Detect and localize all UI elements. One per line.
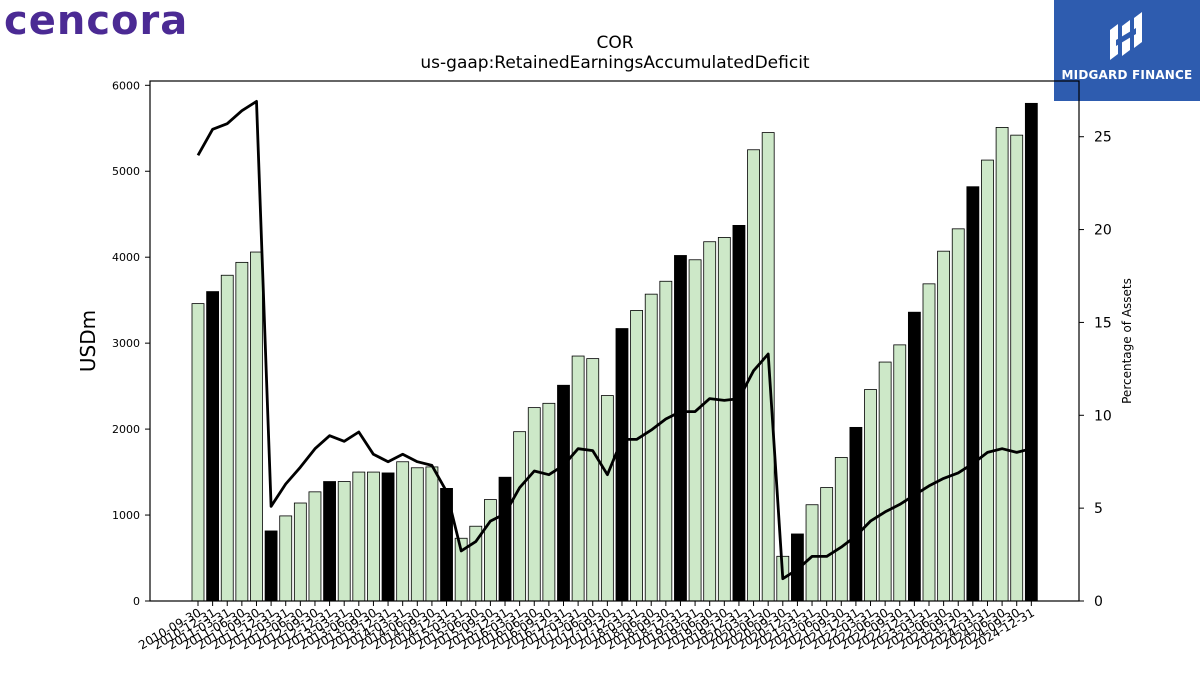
y-tick-label: 3000 (112, 337, 140, 350)
bar-2015-09-30 (483, 499, 497, 602)
bar-2024-09-30 (1010, 134, 1024, 602)
bar-2017-06-30 (586, 358, 600, 602)
bar-2017-03-31 (571, 355, 585, 602)
bar-2019-09-30 (717, 237, 731, 602)
bar-2018-03-31 (630, 310, 643, 602)
bar-2019-03-31 (688, 259, 702, 602)
bar-2012-12-31 (323, 481, 336, 602)
y2-tick-label: 5 (1094, 501, 1103, 517)
bar-2012-03-31 (279, 515, 293, 602)
midgard-mark-icon (1110, 12, 1142, 60)
y-tick-label: 1000 (112, 509, 140, 522)
bar-2023-06-30 (937, 250, 951, 602)
y2-tick-label: 15 (1094, 315, 1112, 331)
bar-2018-09-30 (659, 280, 673, 602)
percentage-line (196, 100, 1032, 581)
y2-tick-label: 25 (1094, 130, 1112, 146)
bar-2023-09-30 (951, 228, 965, 602)
bar-2014-03-31 (396, 461, 410, 602)
plot-frame (149, 80, 1080, 602)
bar-2021-09-30 (834, 457, 848, 602)
bar-2013-09-30 (367, 471, 380, 602)
bars-group (191, 102, 1038, 602)
cencora-logo: cencora (4, 0, 189, 44)
bar-2012-09-30 (308, 491, 322, 602)
bar-2018-12-31 (674, 255, 687, 602)
bar-2010-09-30 (191, 303, 205, 602)
bar-2021-12-31 (849, 426, 863, 602)
chart-subtitle: us-gaap:RetainedEarningsAccumulatedDefic… (420, 53, 810, 73)
bar-2013-03-31 (337, 481, 351, 602)
bar-2022-09-30 (893, 344, 907, 602)
bar-2011-06-30 (235, 261, 249, 602)
y2-tick-label: 20 (1094, 223, 1112, 239)
line-group (196, 100, 1032, 581)
bar-2023-03-31 (922, 283, 936, 602)
y-tick-label: 5000 (112, 165, 140, 178)
bar-2022-12-31 (907, 311, 921, 602)
bar-2017-12-31 (615, 328, 629, 602)
midgard-finance-wordmark: MIDGARD FINANCE (1061, 68, 1193, 82)
bar-2021-03-31 (805, 504, 819, 602)
bar-2014-09-30 (425, 466, 439, 602)
bar-2020-03-31 (747, 149, 760, 602)
bar-2022-03-31 (864, 389, 877, 602)
bar-2011-03-31 (220, 274, 234, 602)
y2-axis-label: Percentage of Assets (1120, 278, 1134, 404)
y-tick-label: 4000 (112, 251, 140, 264)
midgard-finance-logo: MIDGARD FINANCE (1054, 0, 1200, 101)
bar-2024-06-30 (995, 127, 1009, 602)
axes-group: 0 1000 2000 3000 4000 5000 6000 0 5 10 15 20 25 (112, 79, 1112, 610)
x-tick-labels: 2010-09-302010-12-312011-03-312011-06-30… (136, 601, 1037, 652)
bar-2021-06-30 (820, 487, 834, 602)
bar-2024-03-31 (981, 159, 994, 602)
bar-2013-12-31 (381, 472, 395, 602)
y2-tick-label: 10 (1094, 408, 1112, 424)
bar-2011-12-31 (264, 530, 278, 602)
bar-2016-03-31 (513, 431, 527, 602)
bar-2016-06-30 (527, 407, 541, 602)
bar-2013-06-30 (352, 471, 366, 602)
bar-2012-06-30 (293, 502, 307, 602)
y-tick-label: 2000 (112, 423, 140, 436)
bar-2010-12-31 (206, 291, 220, 602)
bar-2014-06-30 (410, 467, 424, 602)
bar-2015-12-31 (498, 476, 512, 602)
bar-2023-12-31 (966, 186, 980, 602)
y-tick-label: 0 (133, 595, 140, 608)
bar-2018-06-30 (644, 293, 658, 602)
bar-2016-09-30 (542, 402, 556, 602)
chart-title: COR (596, 33, 633, 53)
y-axis-label: USDm (76, 310, 100, 372)
bar-2019-12-31 (732, 224, 746, 602)
bar-2011-09-30 (250, 251, 263, 602)
bar-2019-06-30 (703, 241, 717, 602)
bar-2016-12-31 (557, 384, 570, 602)
bar-2022-06-30 (878, 361, 892, 602)
bar-2024-12-31 (1024, 102, 1038, 602)
bar-2017-09-30 (600, 395, 614, 602)
y2-tick-label: 0 (1094, 594, 1103, 610)
y-tick-label: 6000 (112, 79, 140, 92)
